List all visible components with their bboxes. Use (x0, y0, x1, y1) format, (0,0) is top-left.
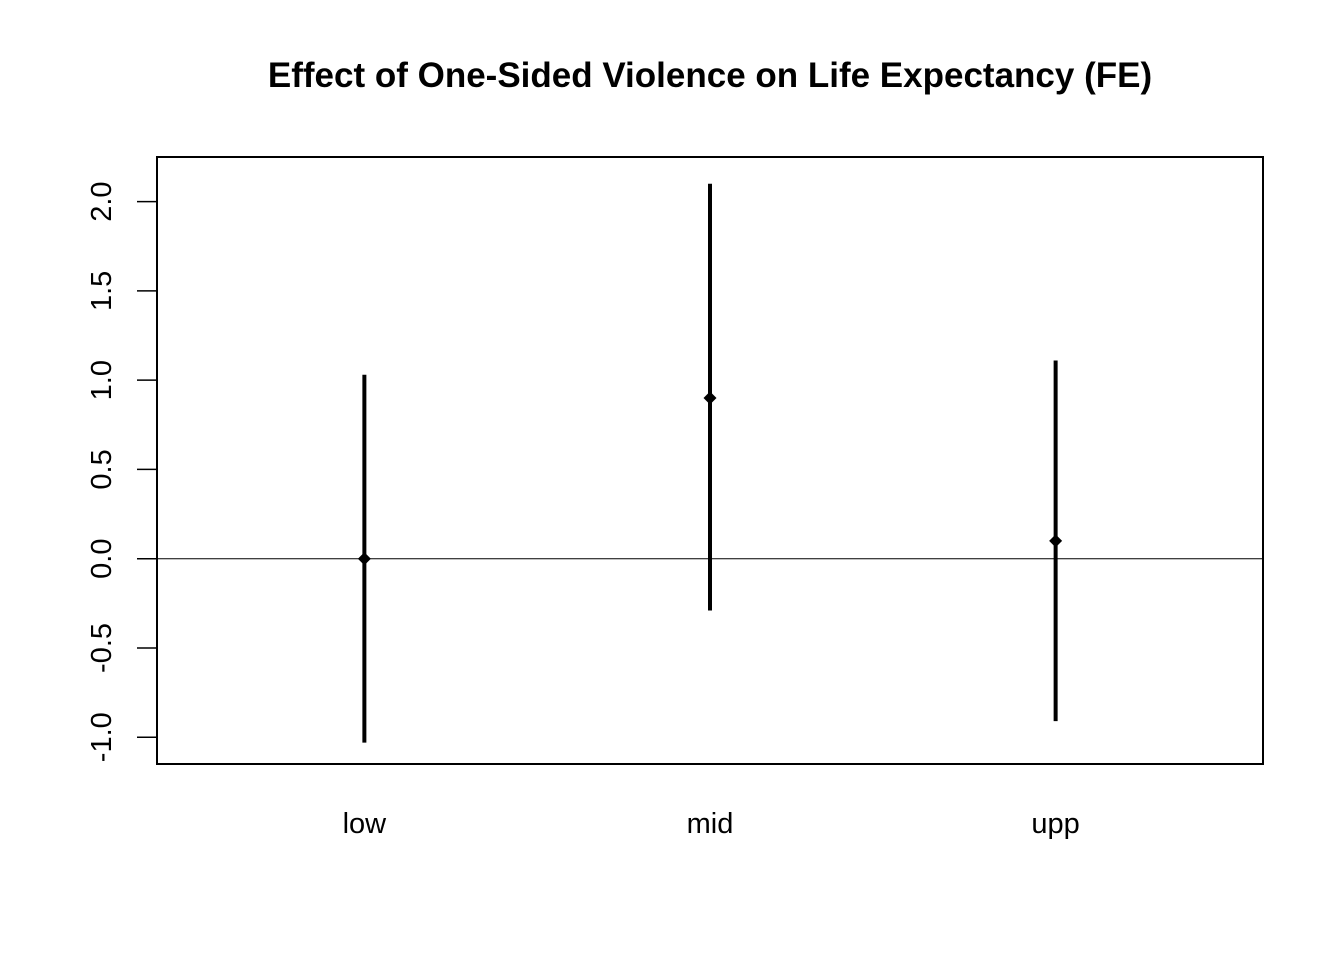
x-category-label: low (343, 808, 388, 840)
y-tick-label: 1.0 (86, 360, 118, 400)
y-tick-label: 2.0 (86, 181, 118, 221)
x-category-label: upp (1031, 808, 1079, 840)
x-category-label: mid (687, 808, 734, 840)
y-tick-label: 0.5 (86, 449, 118, 489)
error-bars (357, 183, 1063, 743)
y-tick-label: 1.5 (86, 271, 118, 311)
point-estimate-low (357, 552, 371, 566)
y-axis-ticks: -1.0 -0.5 0.0 0.5 1.0 1.5 2.0 (86, 181, 157, 762)
y-tick-label: -0.5 (86, 623, 118, 673)
point-estimate-mid (703, 391, 717, 405)
y-tick-label: -1.0 (86, 712, 118, 762)
chart-title: Effect of One-Sided Violence on Life Exp… (267, 56, 1153, 95)
point-estimate-upp (1049, 534, 1063, 548)
y-tick-label: 0.0 (86, 539, 118, 579)
x-axis-labels: low mid upp (343, 808, 1080, 840)
